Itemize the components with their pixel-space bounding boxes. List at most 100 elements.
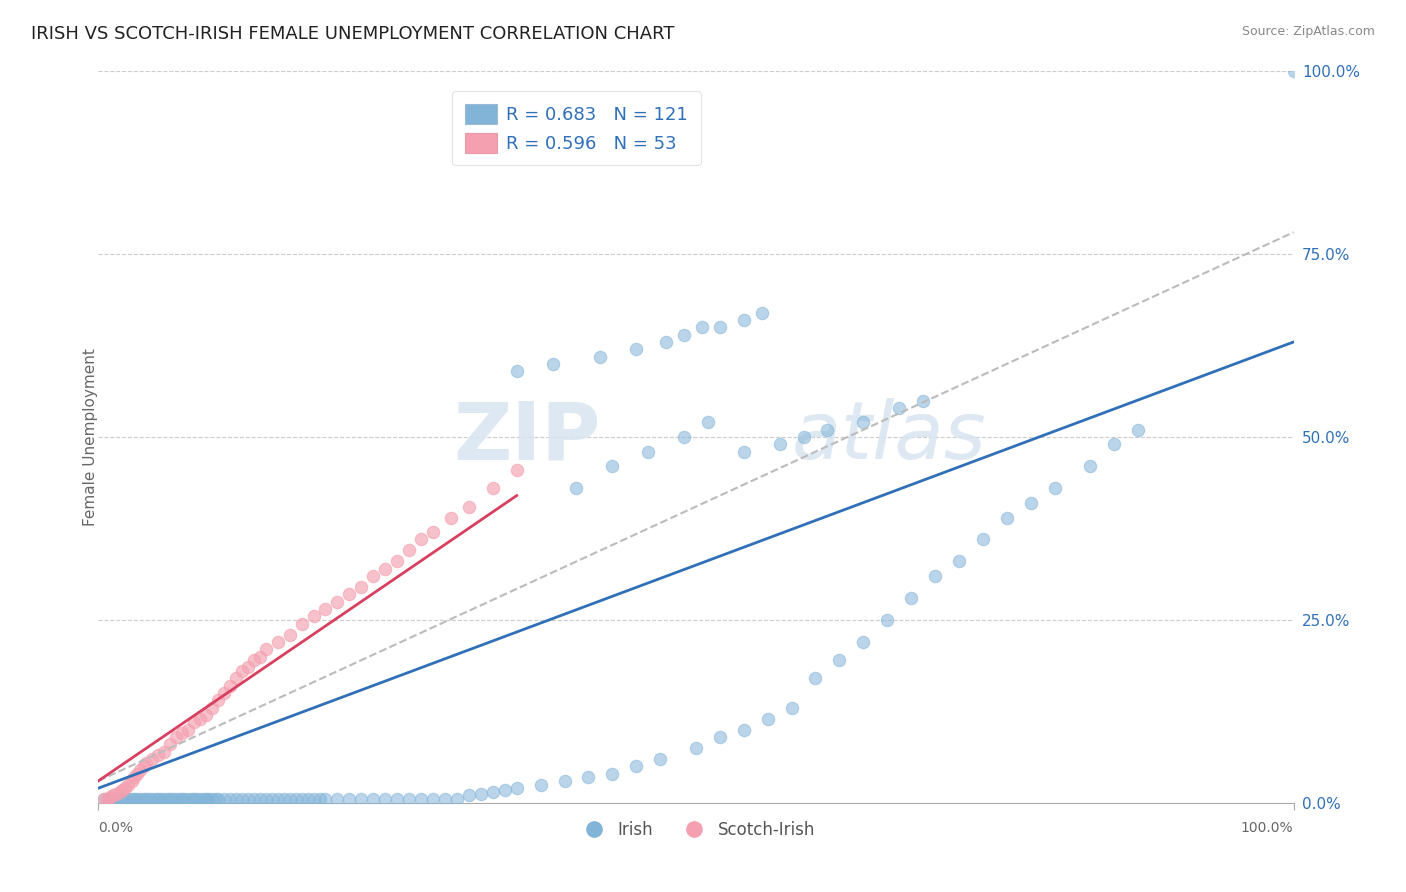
Point <box>422 525 444 540</box>
Point <box>207 792 229 806</box>
Point <box>129 792 152 806</box>
Point <box>98 792 122 806</box>
Point <box>602 766 624 780</box>
Point <box>446 792 468 806</box>
Point <box>1128 423 1150 437</box>
Point <box>602 459 624 474</box>
Point <box>124 792 146 806</box>
Point <box>697 416 720 430</box>
Point <box>225 672 247 686</box>
Point <box>186 792 208 806</box>
Point <box>768 437 790 451</box>
Point <box>249 649 271 664</box>
Point <box>236 660 259 674</box>
Point <box>156 792 179 806</box>
Point <box>673 430 696 444</box>
Point <box>180 792 202 806</box>
Text: ZIP: ZIP <box>453 398 600 476</box>
Point <box>1043 481 1066 495</box>
Point <box>177 723 200 737</box>
Text: Source: ZipAtlas.com: Source: ZipAtlas.com <box>1241 25 1375 38</box>
Point <box>231 792 253 806</box>
Point <box>278 627 301 641</box>
Point <box>153 792 176 806</box>
Point <box>481 785 505 799</box>
Point <box>626 759 648 773</box>
Point <box>852 635 875 649</box>
Point <box>690 320 713 334</box>
Y-axis label: Female Unemployment: Female Unemployment <box>83 348 97 526</box>
Point <box>339 587 361 601</box>
Point <box>565 481 588 495</box>
Point <box>315 792 337 806</box>
Point <box>398 543 420 558</box>
Point <box>1104 437 1126 451</box>
Point <box>114 792 136 806</box>
Point <box>578 770 600 784</box>
Point <box>105 787 128 801</box>
Text: atlas: atlas <box>792 398 987 476</box>
Point <box>98 789 122 804</box>
Point <box>201 700 224 714</box>
Point <box>254 642 277 657</box>
Point <box>183 792 205 806</box>
Point <box>132 792 155 806</box>
Point <box>637 444 659 458</box>
Point <box>709 320 731 334</box>
Point <box>398 792 420 806</box>
Point <box>249 792 271 806</box>
Point <box>231 664 253 678</box>
Point <box>655 334 678 349</box>
Point <box>315 602 337 616</box>
Point <box>97 792 120 806</box>
Point <box>804 672 827 686</box>
Point <box>121 792 143 806</box>
Point <box>172 726 194 740</box>
Point <box>291 616 314 631</box>
Point <box>648 752 672 766</box>
Point <box>195 792 218 806</box>
Point <box>733 313 755 327</box>
Point <box>101 792 124 806</box>
Point <box>111 782 134 797</box>
Point <box>709 730 731 744</box>
Point <box>165 730 187 744</box>
Point <box>117 792 139 806</box>
Point <box>132 759 155 773</box>
Point <box>422 792 444 806</box>
Point <box>201 792 224 806</box>
Point <box>308 792 330 806</box>
Point <box>284 792 307 806</box>
Point <box>135 756 157 770</box>
Point <box>411 533 433 547</box>
Point <box>733 444 755 458</box>
Point <box>350 792 373 806</box>
Point <box>108 792 131 806</box>
Point <box>188 712 211 726</box>
Point <box>93 792 115 806</box>
Point <box>219 792 242 806</box>
Point <box>212 686 235 700</box>
Point <box>530 778 553 792</box>
Point <box>780 700 803 714</box>
Point <box>169 792 191 806</box>
Point <box>267 792 290 806</box>
Point <box>177 792 200 806</box>
Point <box>172 792 194 806</box>
Point <box>204 792 226 806</box>
Point <box>124 770 146 784</box>
Point <box>149 792 172 806</box>
Point <box>972 533 994 547</box>
Point <box>756 712 779 726</box>
Point <box>1282 64 1305 78</box>
Point <box>138 792 160 806</box>
Point <box>159 792 181 806</box>
Point <box>470 787 492 801</box>
Point <box>385 792 409 806</box>
Point <box>506 463 529 477</box>
Point <box>1080 459 1102 474</box>
Point <box>506 781 529 796</box>
Point <box>541 357 564 371</box>
Point <box>685 740 707 755</box>
Point <box>197 792 219 806</box>
